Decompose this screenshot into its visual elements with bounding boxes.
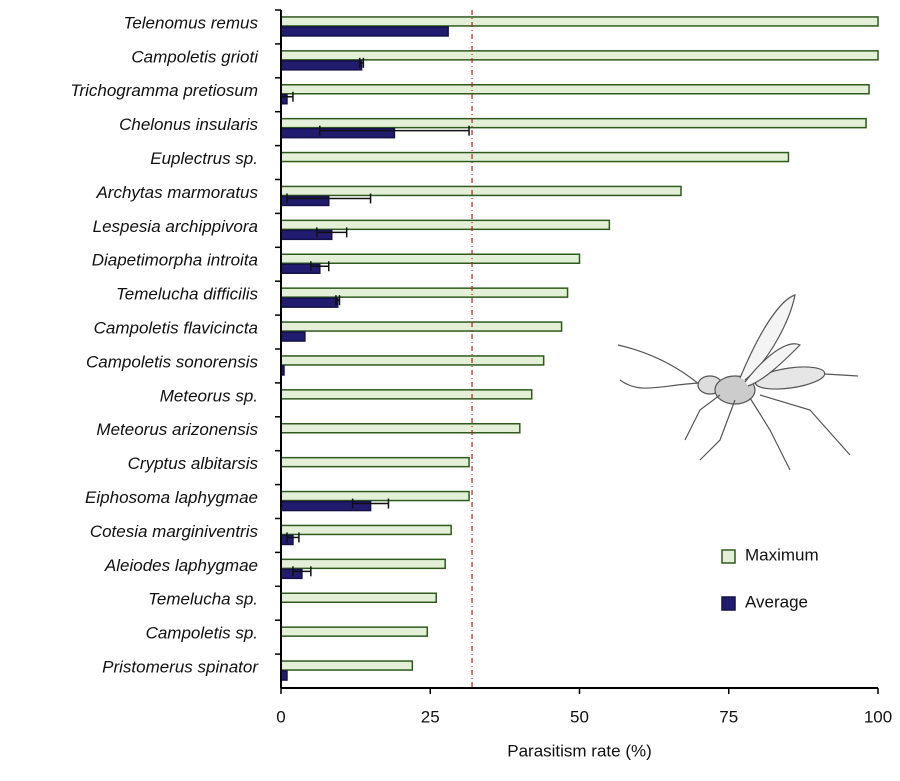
x-tick-label: 100 — [864, 707, 892, 726]
error-bar — [335, 295, 341, 306]
y-tick-label: Cryptus albitarsis — [128, 454, 259, 473]
bar — [280, 490, 470, 502]
bar — [280, 321, 563, 332]
error-bar — [286, 532, 300, 543]
y-tick-label: Campoletis grioti — [131, 47, 259, 66]
bar — [280, 524, 452, 536]
bar — [280, 423, 521, 434]
x-tick-label: 25 — [421, 707, 440, 726]
bar — [280, 297, 339, 308]
y-tick-label: Telenomus remus — [124, 13, 259, 32]
bar — [280, 50, 879, 61]
bar — [280, 389, 533, 400]
y-tick-label: Campoletis flavicincta — [94, 319, 258, 338]
y-tick-label: Pristomerus spinator — [102, 658, 259, 677]
bar — [280, 219, 611, 231]
y-tick-label: Euplectrus sp. — [150, 149, 258, 168]
y-tick-label: Trichogramma pretiosum — [70, 81, 258, 100]
legend-label: Maximum — [745, 545, 819, 564]
x-tick-label: 75 — [719, 707, 738, 726]
bar — [280, 558, 446, 570]
bar — [280, 60, 363, 71]
y-tick-label: Diapetimorpha introita — [92, 251, 258, 270]
bar — [280, 253, 581, 264]
x-axis-title: Parasitism rate (%) — [507, 741, 652, 760]
x-tick-label: 50 — [570, 707, 589, 726]
legend-swatch — [721, 596, 736, 611]
y-tick-label: Temelucha difficilis — [116, 285, 259, 304]
bar — [280, 355, 545, 366]
bar — [280, 26, 449, 37]
bar — [280, 117, 867, 129]
bar — [280, 185, 682, 197]
error-bar — [359, 57, 365, 68]
y-tick-label: Meteorus sp. — [160, 386, 258, 405]
y-tick-label: Meteorus arizonensis — [96, 420, 258, 439]
x-tick-label: 0 — [276, 707, 285, 726]
error-bar — [286, 193, 372, 204]
bar — [280, 456, 470, 468]
y-tick-label: Campoletis sonorensis — [86, 352, 258, 371]
bar — [280, 626, 429, 637]
y-tick-label: Aleiodes laphygmae — [104, 556, 258, 575]
y-tick-label: Lespesia archippivora — [93, 217, 258, 236]
bar — [280, 16, 879, 27]
y-tick-label: Eiphosoma laphygmae — [85, 488, 258, 507]
bar — [280, 287, 569, 298]
legend-label: Average — [745, 592, 808, 611]
y-tick-label: Cotesia marginiventris — [90, 522, 259, 541]
error-bar — [316, 227, 348, 238]
bar — [280, 660, 414, 671]
error-bar — [351, 498, 390, 509]
y-tick-label: Archytas marmoratus — [95, 183, 258, 202]
wasp-illustration — [617, 294, 859, 471]
error-bar — [319, 125, 470, 136]
bar — [280, 331, 306, 342]
legend-swatch — [721, 549, 736, 564]
bar — [280, 84, 870, 95]
error-bar — [292, 566, 312, 577]
bar — [280, 592, 437, 603]
bar — [280, 151, 790, 163]
error-bar — [310, 261, 330, 272]
y-tick-label: Temelucha sp. — [148, 590, 258, 609]
y-tick-label: Chelonus insularis — [119, 115, 258, 134]
y-tick-label: Campoletis sp. — [146, 624, 258, 643]
